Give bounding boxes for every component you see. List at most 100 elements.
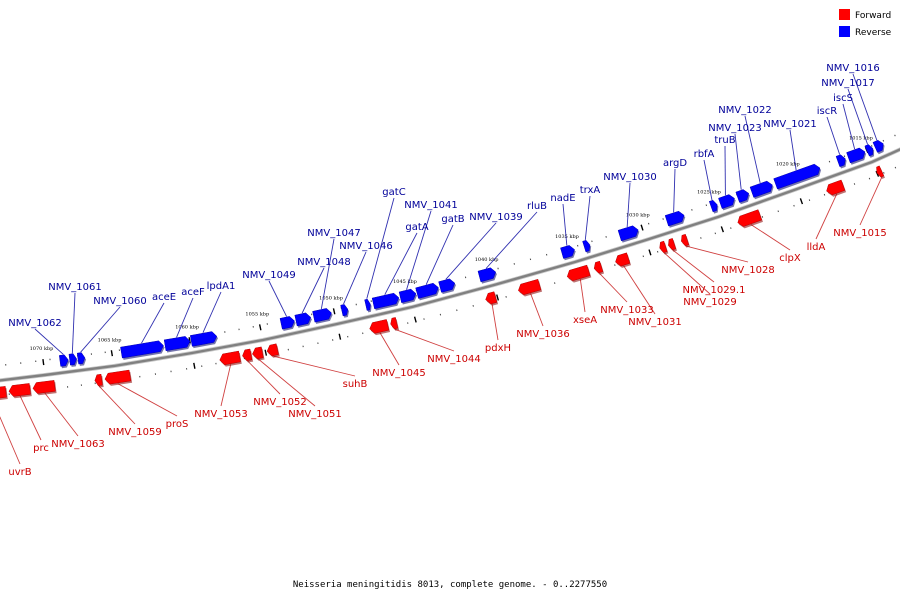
gene-arrow[interactable] bbox=[681, 233, 690, 247]
gene-arrow[interactable] bbox=[668, 238, 677, 251]
label-leader bbox=[673, 168, 676, 213]
label-leader bbox=[623, 265, 656, 315]
gene-arrow[interactable] bbox=[390, 317, 399, 330]
gene-arrow[interactable] bbox=[617, 225, 639, 242]
gene-label: gatC bbox=[382, 187, 405, 198]
gene-arrow[interactable] bbox=[312, 308, 332, 323]
gene-label: iscR bbox=[817, 106, 837, 117]
gene-arrow[interactable] bbox=[477, 267, 497, 283]
label-leader bbox=[176, 297, 194, 338]
label-leader bbox=[599, 272, 628, 303]
gene-arrow[interactable] bbox=[826, 179, 846, 196]
kbp-tick-below bbox=[875, 170, 880, 177]
label-leader bbox=[584, 195, 591, 241]
gene-arrow[interactable] bbox=[371, 292, 400, 310]
gene-label: NMV_1017 bbox=[821, 78, 874, 89]
gene-arrow[interactable] bbox=[32, 380, 56, 394]
minor-tick bbox=[868, 177, 871, 180]
label-leader bbox=[703, 159, 713, 201]
gene-arrow[interactable] bbox=[104, 369, 132, 385]
gene-arrow[interactable] bbox=[294, 312, 312, 327]
gene-arrow[interactable] bbox=[560, 245, 575, 259]
gene-arrow[interactable] bbox=[163, 336, 191, 352]
gene-arrow[interactable] bbox=[718, 194, 735, 209]
gene-arrow[interactable] bbox=[749, 180, 773, 198]
gene-arrow[interactable] bbox=[708, 199, 718, 213]
gene-arrow[interactable] bbox=[582, 239, 591, 253]
gene-label: pdxH bbox=[485, 343, 511, 354]
gene-arrow[interactable] bbox=[485, 291, 498, 305]
gene-label: nadE bbox=[550, 193, 575, 204]
gene-arrow[interactable] bbox=[566, 264, 591, 282]
gene-arrow[interactable] bbox=[737, 209, 763, 227]
kbp-tick-label: 1040 kbp bbox=[475, 257, 499, 263]
gene-arrow[interactable] bbox=[735, 189, 750, 203]
gene-arrow[interactable] bbox=[659, 240, 668, 254]
label-leader bbox=[842, 103, 856, 150]
label-leader bbox=[750, 224, 791, 251]
gene-arrow[interactable] bbox=[835, 154, 846, 168]
gene-label: argD bbox=[663, 158, 687, 169]
gene-label: NMV_1048 bbox=[297, 257, 350, 268]
kbp-tick-above bbox=[110, 350, 114, 357]
gene-label: NMV_1063 bbox=[51, 439, 104, 450]
label-leader bbox=[744, 115, 761, 184]
gene-label: proS bbox=[166, 419, 189, 430]
gene-arrow[interactable] bbox=[59, 354, 69, 367]
gene-arrow[interactable] bbox=[846, 147, 866, 164]
gene-arrow[interactable] bbox=[189, 331, 218, 347]
gene-label: NMV_1051 bbox=[288, 409, 341, 420]
gene-arrow[interactable] bbox=[415, 282, 439, 299]
gene-arrow[interactable] bbox=[664, 210, 685, 227]
gene-arrow[interactable] bbox=[872, 139, 884, 153]
gene-arrow[interactable] bbox=[438, 278, 456, 293]
gene-arrow[interactable] bbox=[593, 260, 604, 274]
gene-arrow[interactable] bbox=[94, 373, 103, 386]
genome-caption: Neisseria meningitidis 8013, complete ge… bbox=[293, 580, 607, 590]
kbp-tick-below bbox=[799, 198, 804, 205]
gene-arrow[interactable] bbox=[219, 350, 241, 366]
gene-arrow[interactable] bbox=[773, 163, 821, 190]
gene-arrow[interactable] bbox=[364, 298, 371, 311]
gene-arrow[interactable] bbox=[876, 165, 885, 178]
label-leader bbox=[379, 332, 400, 366]
gene-arrow[interactable] bbox=[8, 383, 31, 397]
gene-label: NMV_1044 bbox=[427, 354, 480, 365]
kbp-tick-label: 1045 kbp bbox=[393, 279, 417, 285]
gene-arrow[interactable] bbox=[369, 319, 390, 334]
gene-label: NMV_1062 bbox=[8, 318, 61, 329]
label-leader bbox=[98, 385, 136, 425]
gene-arrow[interactable] bbox=[76, 352, 86, 365]
label-leader bbox=[425, 224, 454, 285]
label-leaders bbox=[0, 73, 883, 465]
gene-arrow[interactable] bbox=[266, 343, 279, 357]
label-leader bbox=[384, 232, 418, 295]
gene-label: prc bbox=[33, 443, 49, 454]
gene-label: uvrB bbox=[8, 467, 31, 478]
kbp-tick-label: 1015 kbp bbox=[849, 135, 873, 141]
gene-arrow[interactable] bbox=[864, 144, 874, 157]
minor-tick bbox=[828, 160, 831, 163]
gene-label: rluB bbox=[527, 201, 547, 212]
gene-arrow[interactable] bbox=[0, 386, 7, 400]
kbp-tick-below bbox=[496, 294, 500, 301]
gene-label: NMV_1028 bbox=[721, 265, 774, 276]
gene-arrow[interactable] bbox=[615, 252, 631, 267]
gene-arrow[interactable] bbox=[340, 304, 349, 317]
label-leader bbox=[445, 222, 497, 280]
gene-arrow[interactable] bbox=[120, 340, 164, 359]
label-leader bbox=[44, 392, 79, 437]
gene-arrow[interactable] bbox=[242, 348, 253, 362]
gene-arrow[interactable] bbox=[252, 346, 264, 360]
label-leader bbox=[530, 293, 544, 327]
label-leader bbox=[141, 302, 165, 344]
minor-tick bbox=[777, 210, 779, 213]
label-leader bbox=[852, 73, 878, 141]
gene-arrow[interactable] bbox=[279, 316, 295, 330]
gene-arrow[interactable] bbox=[68, 353, 77, 366]
gene-arrow[interactable] bbox=[398, 288, 417, 304]
gene-label: NMV_1016 bbox=[826, 63, 879, 74]
backbone-line bbox=[0, 148, 900, 382]
gene-arrow[interactable] bbox=[518, 278, 542, 296]
